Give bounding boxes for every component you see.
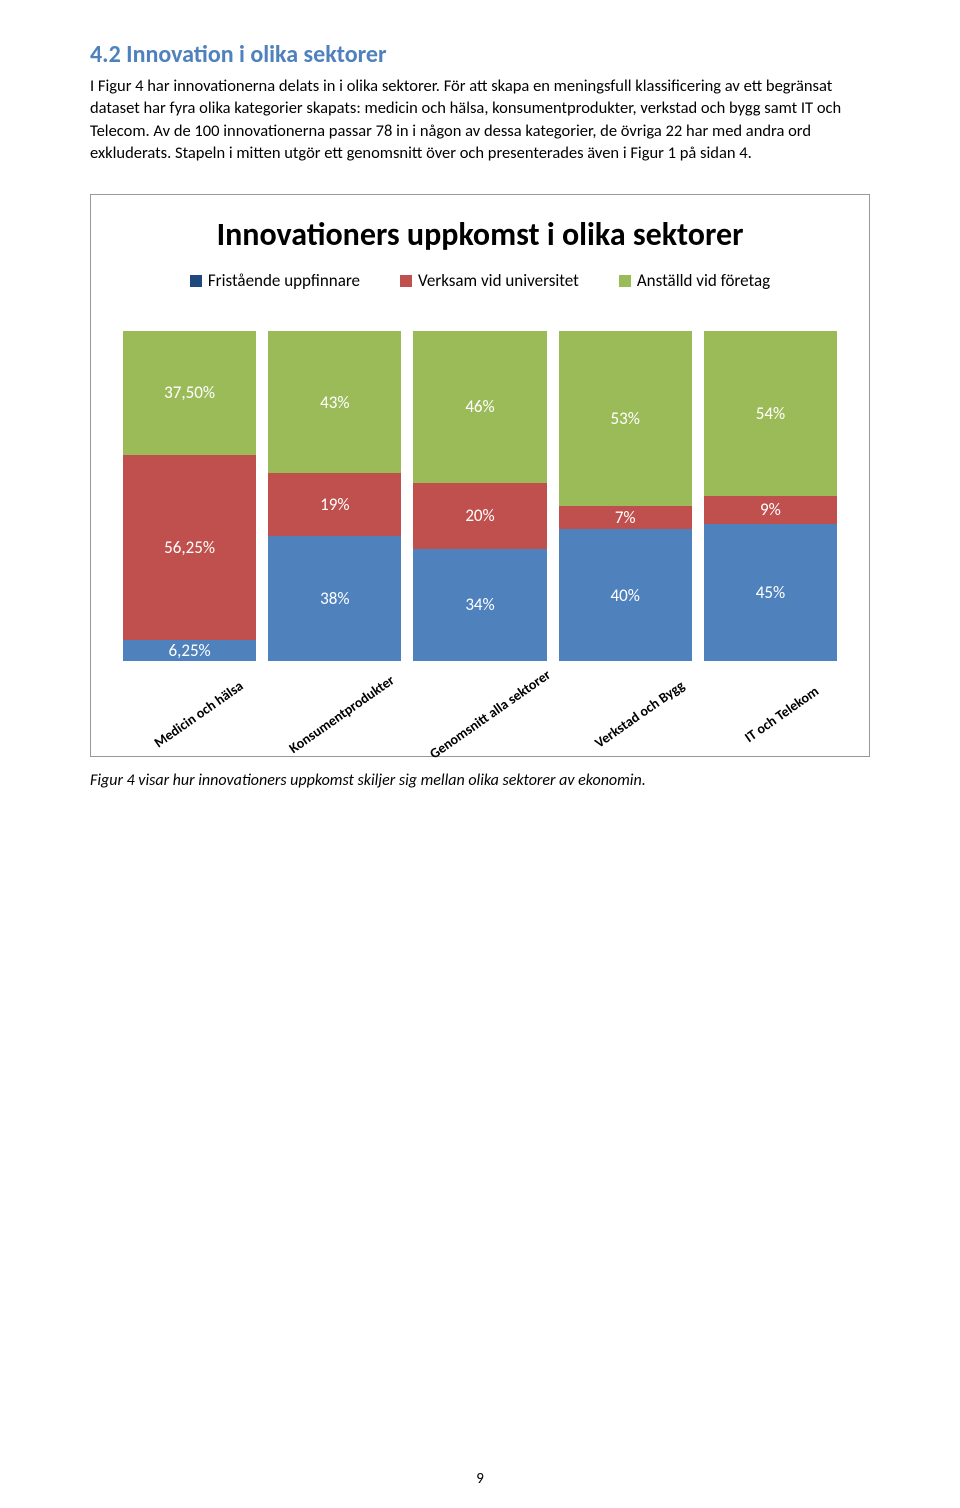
chart-x-axis: Medicin och hälsaKonsumentprodukterGenom… (111, 673, 849, 726)
legend-label: Fristående uppfinnare (208, 270, 360, 291)
legend-swatch-icon (619, 275, 631, 287)
page-number: 9 (0, 1470, 960, 1488)
bar-column: 37,50%56,25%6,25% (123, 331, 256, 661)
bar-segment: 37,50% (123, 331, 256, 455)
legend-item: Fristående uppfinnare (190, 270, 360, 291)
bar-segment: 38% (268, 536, 401, 661)
legend-label: Anställd vid företag (637, 270, 770, 291)
bar-segment: 54% (704, 331, 837, 496)
chart-container: Innovationers uppkomst i olika sektorer … (90, 194, 870, 757)
legend-swatch-icon (190, 275, 202, 287)
bar-segment: 20% (413, 483, 546, 549)
bar-column: 54%9%45% (704, 331, 837, 661)
section-heading: 4.2 Innovation i olika sektorer (90, 40, 870, 69)
bar-segment: 9% (704, 496, 837, 523)
legend-label: Verksam vid universitet (418, 270, 579, 291)
legend-swatch-icon (400, 275, 412, 287)
chart-title: Innovationers uppkomst i olika sektorer (111, 215, 849, 254)
bar-column: 43%19%38% (268, 331, 401, 661)
bar-segment: 56,25% (123, 455, 256, 641)
figure-caption: Figur 4 visar hur innovationers uppkomst… (90, 771, 870, 790)
bar-column: 46%20%34% (413, 331, 546, 661)
bar-segment: 40% (559, 529, 692, 661)
bar-segment: 45% (704, 524, 837, 662)
legend-item: Anställd vid företag (619, 270, 770, 291)
legend-item: Verksam vid universitet (400, 270, 579, 291)
body-paragraph: I Figur 4 har innovationerna delats in i… (90, 75, 870, 164)
bar-segment: 46% (413, 331, 546, 483)
chart-legend: Fristående uppfinnare Verksam vid univer… (111, 270, 849, 291)
bar-segment: 19% (268, 473, 401, 536)
bar-segment: 43% (268, 331, 401, 473)
bar-column: 53%7%40% (559, 331, 692, 661)
bar-segment: 7% (559, 506, 692, 529)
bar-segment: 53% (559, 331, 692, 506)
chart-plot-area: 37,50%56,25%6,25%43%19%38%46%20%34%53%7%… (111, 331, 849, 661)
